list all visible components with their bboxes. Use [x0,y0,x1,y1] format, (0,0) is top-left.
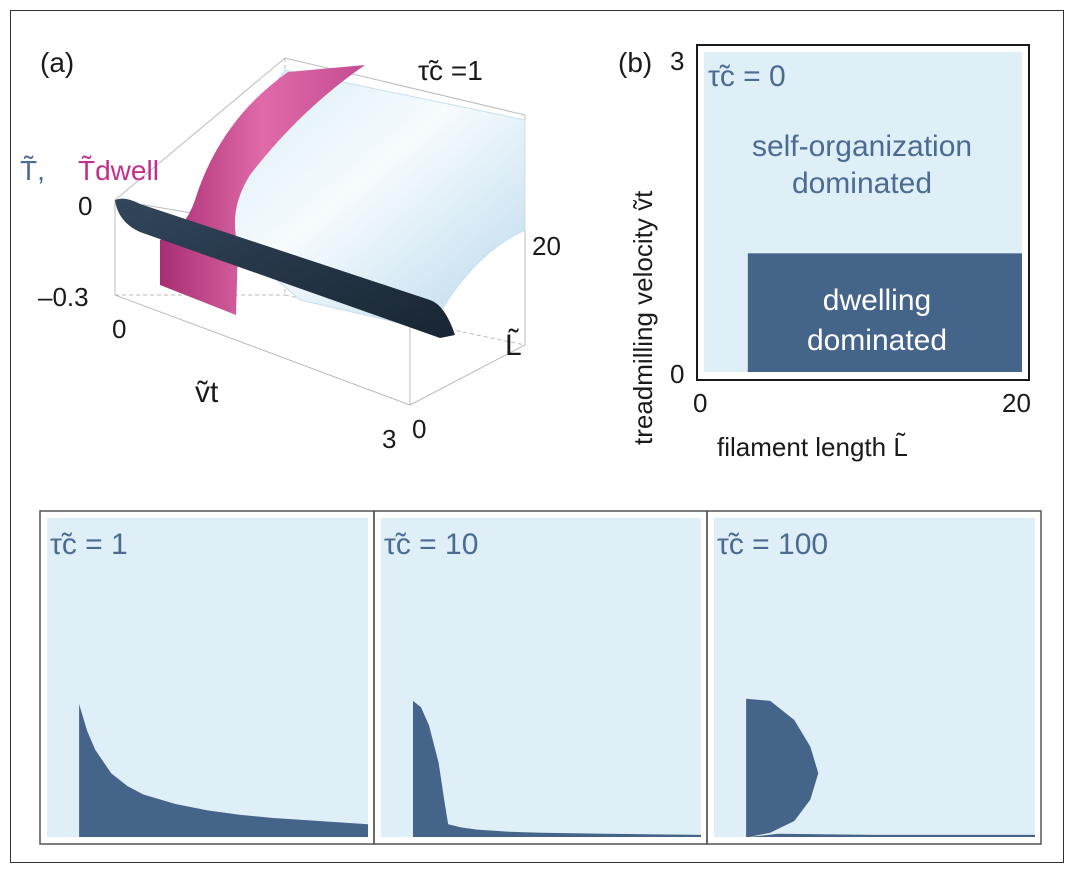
v-tick-max: 3 [382,424,396,454]
panel-tau-100-area [746,698,1035,837]
bottom-panels: τ̃c = 1 τ̃c = 10 τ̃c = 100 [39,510,1042,845]
x-axis-label: filament length L̃ [717,432,908,462]
x-tick-0: 0 [693,388,707,418]
panel-tau-100: τ̃c = 100 [706,510,1042,845]
panel-a-label: (a) [40,47,74,78]
region-self-line1: self-organization [752,130,972,163]
panel-b-region-dwell [747,253,1022,372]
L-tick-max: 20 [532,231,561,261]
L-tick-zero: 0 [412,414,426,444]
panel-tau-10-area [413,700,701,837]
v-axis-label: ṽt [195,376,219,409]
panel-b-label: (b) [618,47,652,78]
panel-tau-1-area [79,704,368,837]
panel-tau-1: τ̃c = 1 [39,510,375,845]
y-tick-0: 0 [670,359,684,389]
region-dwell-line2: dominated [807,324,947,357]
z-label-Tdwell: T̃dwell [78,155,159,186]
figure-frame [10,10,1064,863]
panel-b-tau: τ̃c = 0 [708,60,786,93]
panel-tau-10: τ̃c = 10 [373,510,708,845]
surface-T-dark [115,198,455,338]
panel-tau-100-frame [706,510,1042,845]
panel-b: (b) τ̃c = 0 self-organization dominated … [618,44,1031,462]
panel-a-tau: τ̃c =1 [418,55,483,86]
region-dwell-line1: dwelling [823,284,931,317]
z-tick-top: 0 [78,191,92,221]
panel-tau-10-label: τ̃c = 10 [384,528,478,561]
z-tick-bottom: –0.3 [38,282,89,312]
z-label-T: T̃, [20,155,45,186]
x-tick-20: 20 [1002,388,1031,418]
y-tick-3: 3 [670,46,684,76]
y-axis-label: treadmilling velocity ṽt [628,190,658,445]
panel-a: (a) τ̃c =1 T̃, T̃dwell 0 –0.3 0 3 0 20 ṽ… [20,47,561,454]
v-tick-zero: 0 [112,314,126,344]
panel-tau-1-label: τ̃c = 1 [50,528,128,561]
panel-b-frame [696,44,1030,381]
region-self-line2: dominated [792,167,932,200]
panel-tau-100-label: τ̃c = 100 [717,528,828,561]
L-axis-label: L̃ [505,329,522,362]
